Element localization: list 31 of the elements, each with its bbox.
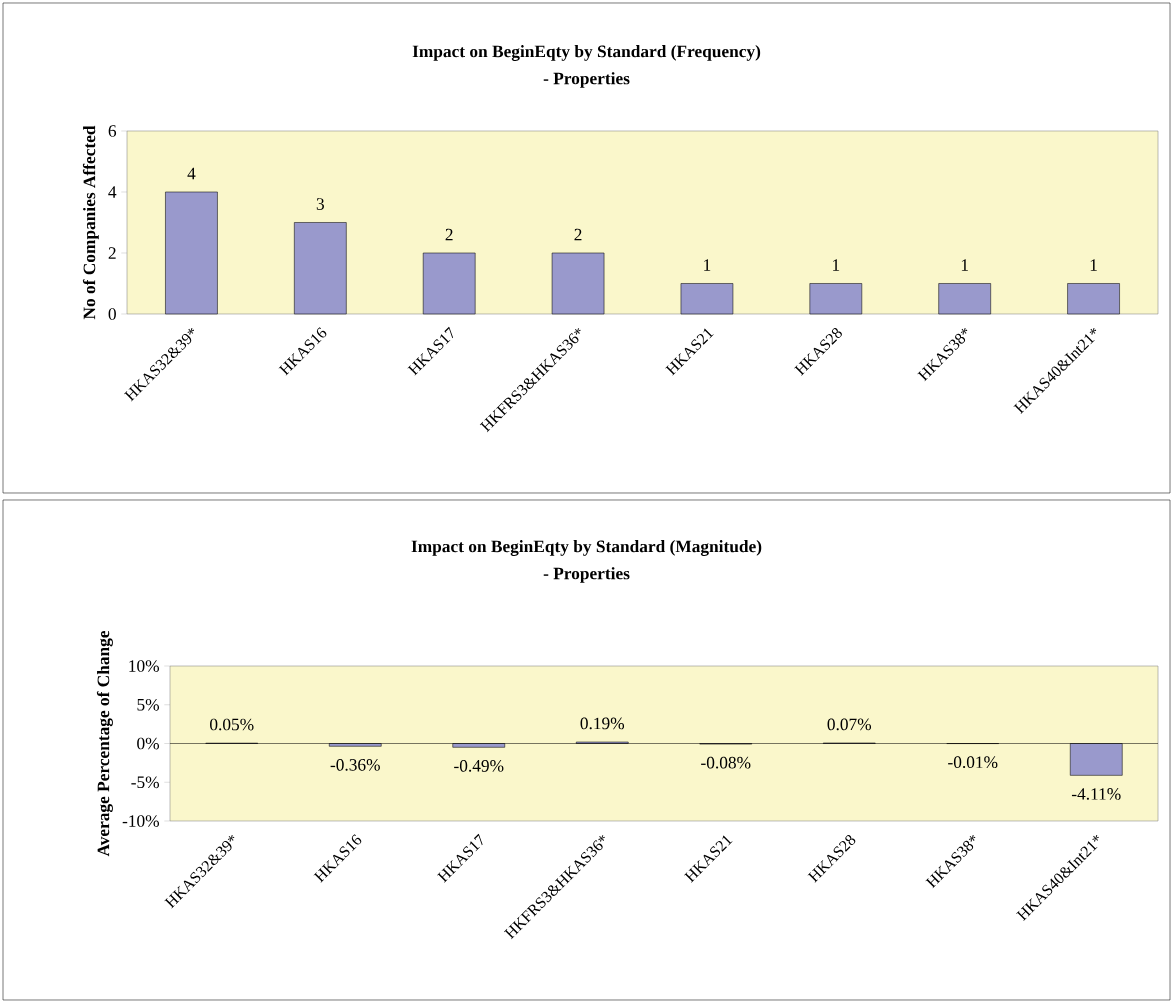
data-label: 2 <box>574 228 582 241</box>
data-label: -0.36% <box>330 759 380 771</box>
data-label: 0.05% <box>210 718 254 731</box>
data-label: 3 <box>316 198 324 210</box>
chart-title: Impact on BeginEqty by Standard (Magnitude) <box>411 540 762 556</box>
data-label: -4.11% <box>1071 788 1121 800</box>
y-axis-title: Average Percentage of Change <box>96 630 113 857</box>
data-label: 4 <box>187 167 196 180</box>
y-tick-label: 0 <box>108 308 116 320</box>
data-label: 1 <box>961 259 968 271</box>
data-label: 0.07% <box>827 718 872 731</box>
data-label: -0.49% <box>454 760 504 772</box>
y-tick-label: 6 <box>108 125 117 137</box>
chart-subtitle: - Properties <box>543 567 630 583</box>
data-label: 1 <box>1090 259 1097 271</box>
chart-subtitle: - Properties <box>543 72 630 88</box>
y-tick-label: 2 <box>108 247 116 259</box>
y-tick-label: 4 <box>108 186 117 198</box>
y-tick-label: 0% <box>137 737 160 750</box>
data-label: 2 <box>445 228 453 241</box>
y-tick-label: -10% <box>122 815 160 827</box>
y-tick-label: -5% <box>131 776 160 789</box>
data-label: -0.01% <box>948 756 998 769</box>
data-label: 1 <box>704 259 711 271</box>
data-label: -0.08% <box>701 756 751 769</box>
chart-title: Impact on BeginEqty by Standard (Frequency) <box>412 45 761 61</box>
data-label: 1 <box>833 259 840 271</box>
data-label: 0.19% <box>580 717 625 730</box>
y-axis-title: No of Companies Affected <box>82 125 99 320</box>
y-tick-label: 5% <box>137 698 160 711</box>
y-tick-label: 10% <box>129 660 160 672</box>
